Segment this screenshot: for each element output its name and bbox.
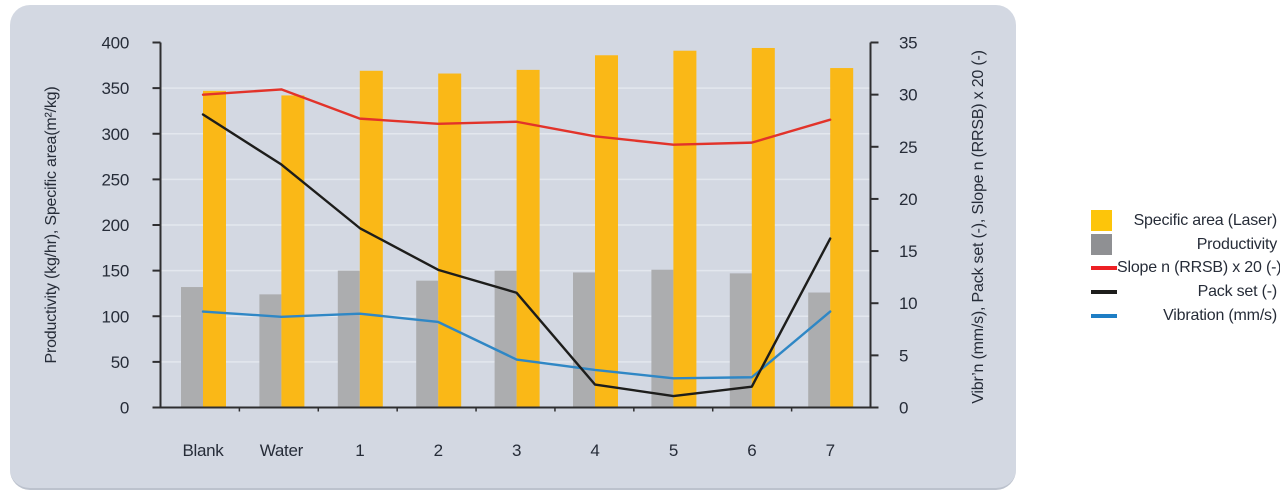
y-right-tick-label: 15: [899, 242, 917, 261]
bar-specific-area: [281, 95, 305, 408]
y-left-tick-label: 150: [102, 262, 129, 281]
legend-label-specific-area: Specific area (Laser): [1133, 211, 1278, 229]
legend-item-pack-set: Pack set (-): [1091, 280, 1277, 304]
line-vibration: [201, 310, 832, 380]
legend-label-productivity: Productivity: [1196, 235, 1277, 253]
bar-productivity: [259, 294, 282, 408]
x-tick-label: 3: [512, 441, 521, 460]
bar-productivity: [181, 287, 203, 408]
legend-swatch-pack-set: [1091, 289, 1117, 294]
y-left-tick-label: 250: [102, 170, 129, 189]
bar-productivity: [494, 270, 517, 408]
legend-item-specific-area: Specific area (Laser): [1091, 209, 1277, 233]
legend-item-slope-n: Slope n (RRSB) x 20 (-): [1091, 256, 1280, 280]
x-tick-label: 2: [434, 441, 443, 460]
y-right-tick-label: 25: [899, 138, 917, 157]
legend-item-productivity: Productivity: [1091, 233, 1277, 257]
bar-specific-area: [751, 47, 775, 408]
bar-productivity: [651, 269, 674, 408]
x-tick-label: 7: [826, 441, 835, 460]
bar-productivity: [808, 292, 831, 408]
line-slope-n: [201, 88, 832, 146]
line-pack-set: [201, 113, 832, 398]
legend-swatch-specific-area: [1091, 210, 1112, 232]
y-left-tick-label: 0: [120, 399, 129, 418]
bar-productivity: [729, 273, 752, 408]
legend-swatch-vibration: [1091, 313, 1117, 318]
y-right-tick-label: 10: [899, 294, 917, 313]
chart-legend: Specific area (Laser) Productivity Slope…: [1091, 209, 1280, 328]
y-right-tick-label: 5: [899, 346, 908, 365]
bar-productivity: [337, 270, 360, 408]
legend-item-vibration: Vibration (mm/s): [1091, 304, 1277, 328]
y-left-tick-label: 200: [102, 216, 129, 235]
y-right-tick-label: 20: [899, 190, 917, 209]
legend-label-vibration: Vibration (mm/s): [1163, 306, 1277, 324]
y-right-tick-label: 0: [899, 399, 908, 418]
bar-productivity: [573, 272, 595, 408]
x-tick-label: Blank: [182, 441, 224, 460]
y-right-tick-label: 35: [899, 34, 917, 53]
y-left-tick-label: 300: [102, 125, 129, 144]
y-left-tick-label: 100: [102, 307, 129, 326]
bar-specific-area: [516, 69, 540, 408]
x-tick-label: Water: [260, 441, 304, 460]
legend-label-slope-n: Slope n (RRSB) x 20 (-): [1117, 259, 1280, 277]
x-tick-label: 6: [747, 441, 756, 460]
y-left-tick-label: 350: [102, 79, 129, 98]
y-right-tick-label: 30: [899, 86, 917, 105]
y-left-tick-label: 400: [102, 34, 129, 53]
bar-productivity: [416, 280, 439, 408]
legend-label-pack-set: Pack set (-): [1197, 282, 1278, 300]
legend-swatch-productivity: [1091, 234, 1112, 256]
x-tick-label: 1: [355, 441, 364, 460]
bar-specific-area: [595, 55, 618, 408]
x-tick-label: 4: [590, 441, 599, 460]
legend-swatch-slope-n: [1091, 266, 1117, 271]
y-left-tick-label: 50: [111, 353, 129, 372]
bar-specific-area: [830, 68, 854, 408]
x-tick-label: 5: [669, 441, 678, 460]
bar-specific-area: [359, 70, 383, 408]
bar-specific-area: [673, 50, 697, 408]
bar-specific-area: [203, 90, 226, 408]
